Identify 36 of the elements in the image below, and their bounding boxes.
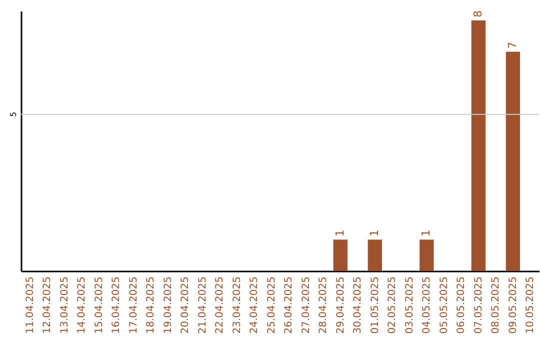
x-tick-label: 21.04.2025 (197, 276, 208, 334)
x-tick-label: 09.05.2025 (508, 276, 519, 334)
x-tick-label: 08.05.2025 (490, 276, 502, 334)
ref-line-label: 5 (9, 112, 18, 117)
x-tick-label: 29.04.2025 (335, 276, 346, 334)
x-tick-label: 04.05.2025 (422, 276, 433, 334)
data-label: 7 (506, 42, 519, 49)
x-tick-label: 14.04.2025 (76, 276, 88, 334)
x-tick-label: 02.05.2025 (387, 276, 398, 334)
x-tick-label: 27.04.2025 (300, 276, 312, 334)
x-tick-label: 22.04.2025 (214, 276, 226, 334)
x-tick-label: 20.04.2025 (180, 276, 192, 334)
x-tick-label: 23.04.2025 (232, 276, 243, 334)
data-label: 1 (368, 230, 381, 237)
x-tick-label: 05.05.2025 (438, 276, 450, 334)
x-tick-label: 16.04.2025 (111, 276, 122, 334)
x-tick-label: 18.04.2025 (146, 276, 157, 334)
x-tick-label: 30.04.2025 (352, 276, 364, 334)
x-tick-label: 26.04.2025 (284, 276, 295, 334)
x-tick-label: 15.04.2025 (94, 276, 105, 334)
x-tick-label: 07.05.2025 (473, 276, 484, 334)
x-tick-label: 06.05.2025 (456, 276, 468, 334)
data-label: 8 (471, 10, 484, 18)
x-tick-label: 12.04.2025 (42, 276, 54, 334)
x-tick-label: 28.04.2025 (318, 276, 330, 334)
x-tick-label: 25.04.2025 (266, 276, 278, 334)
x-tick-label: 11.04.2025 (24, 276, 36, 334)
x-tick-label: 13.04.2025 (59, 276, 70, 334)
x-tick-label: 17.04.2025 (128, 276, 140, 334)
x-tick-label: 10.05.2025 (525, 276, 536, 334)
x-tick-label: 24.04.2025 (249, 276, 260, 334)
data-label: 1 (420, 230, 433, 237)
x-tick-label: 01.05.2025 (370, 276, 381, 334)
x-tick-label: 19.04.2025 (162, 276, 174, 334)
x-tick-label: 03.05.2025 (404, 276, 416, 334)
data-label: 1 (333, 230, 346, 237)
